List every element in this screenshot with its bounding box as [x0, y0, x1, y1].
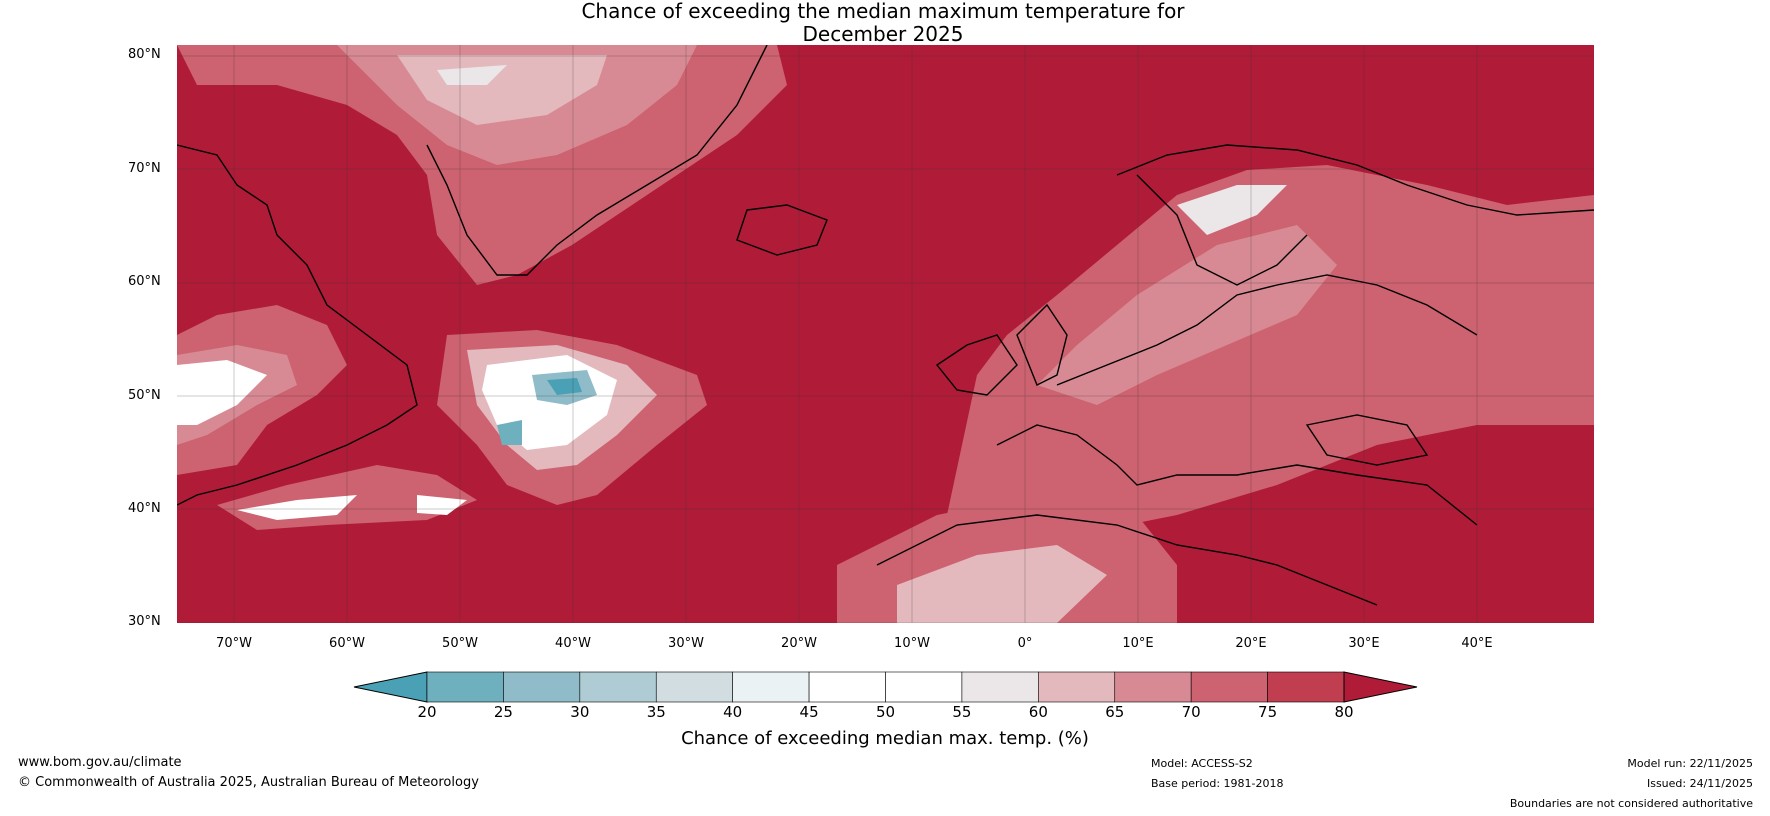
colorbar-tick-label: 60: [1028, 703, 1048, 721]
colorbar-tick-label: 65: [1105, 703, 1125, 721]
europe-anomaly-65: [1037, 225, 1337, 405]
lat-label-80: 80°N: [128, 47, 161, 62]
lat-label-30: 30°N: [128, 614, 161, 629]
subtropical-neutral-b: [417, 495, 467, 515]
colorbar-tick-label: 50: [875, 703, 896, 721]
lon-label-0: 0°: [1017, 636, 1033, 651]
lon-label-40e: 40°E: [1461, 636, 1493, 651]
lat-label-40: 40°N: [128, 501, 161, 516]
colorbar-segment: [1114, 671, 1192, 703]
colorbar-extend-high: [1343, 671, 1418, 703]
map-title: Chance of exceeding the median maximum t…: [0, 0, 1770, 46]
lon-label-10w: 10°W: [894, 636, 930, 651]
footer-model-info: Model: ACCESS-S2 Base period: 1981-2018: [1151, 754, 1283, 794]
title-line-2: December 2025: [802, 22, 964, 46]
lon-label-20e: 20°E: [1235, 636, 1267, 651]
footer-model-run: Model run: 22/11/2025: [1627, 757, 1753, 770]
colorbar-segment: [808, 671, 886, 703]
lon-label-40w: 40°W: [555, 636, 591, 651]
colorbar-segment: [1190, 671, 1268, 703]
lat-label-60: 60°N: [128, 274, 161, 289]
colorbar-segment: [885, 671, 963, 703]
lon-label-60w: 60°W: [329, 636, 365, 651]
footer-left: www.bom.gov.au/climate © Commonwealth of…: [18, 753, 479, 793]
lon-label-30e: 30°E: [1348, 636, 1380, 651]
colorbar-tick-label: 55: [952, 703, 972, 721]
footer-base-period: Base period: 1981-2018: [1151, 777, 1284, 790]
footer-url[interactable]: www.bom.gov.au/climate: [18, 755, 182, 770]
colorbar-tick-label: 25: [493, 703, 513, 721]
colorbar-segment: [732, 671, 810, 703]
title-line-1: Chance of exceeding the median maximum t…: [581, 0, 1185, 23]
colorbar-tick-label: 30: [570, 703, 590, 721]
lon-label-30w: 30°W: [668, 636, 704, 651]
lon-label-50w: 50°W: [442, 636, 478, 651]
colorbar: [353, 671, 1418, 703]
footer-copyright: © Commonwealth of Australia 2025, Austra…: [18, 775, 479, 790]
colorbar-tick-label: 35: [646, 703, 666, 721]
colorbar-tick-label: 75: [1258, 703, 1278, 721]
footer-model: Model: ACCESS-S2: [1151, 757, 1253, 770]
colorbar-segment: [1038, 671, 1116, 703]
colorbar-segment: [426, 671, 504, 703]
colorbar-segment: [655, 671, 733, 703]
lon-label-20w: 20°W: [781, 636, 817, 651]
footer-disclaimer: Boundaries are not considered authoritat…: [1509, 797, 1753, 810]
colorbar-tick-label: 80: [1334, 703, 1354, 721]
colorbar-segment: [579, 671, 657, 703]
colorbar-title: Chance of exceeding median max. temp. (%…: [681, 728, 1089, 749]
subtropical-neutral-a: [237, 495, 357, 520]
colorbar-segment: [1267, 671, 1345, 703]
colorbar-tick-label: 70: [1181, 703, 1201, 721]
colorbar-tick-label: 45: [799, 703, 819, 721]
lon-label-10e: 10°E: [1122, 636, 1154, 651]
canada-neutral: [177, 360, 267, 425]
colorbar-extend-low: [353, 671, 428, 703]
lat-label-50: 50°N: [128, 388, 161, 403]
colorbar-segment: [503, 671, 581, 703]
lon-label-70w: 70°W: [216, 636, 252, 651]
map-canvas: [176, 44, 1595, 624]
footer-issued: Issued: 24/11/2025: [1646, 777, 1753, 790]
europe-anomaly-70: [947, 165, 1594, 545]
forecast-map[interactable]: [176, 44, 1595, 624]
atlantic-cool-25: [497, 420, 522, 445]
footer-right: Model run: 22/11/2025 Issued: 24/11/2025…: [1510, 754, 1753, 814]
lat-label-70: 70°N: [128, 161, 161, 176]
colorbar-tick-label: 40: [723, 703, 743, 721]
greenland-core: [437, 65, 507, 85]
scandinavia-neutral: [1177, 185, 1287, 235]
colorbar-tick-label: 20: [417, 703, 437, 721]
north-africa-anomaly-60: [897, 545, 1107, 623]
colorbar-segment: [961, 671, 1039, 703]
coastlines: [176, 44, 1595, 606]
